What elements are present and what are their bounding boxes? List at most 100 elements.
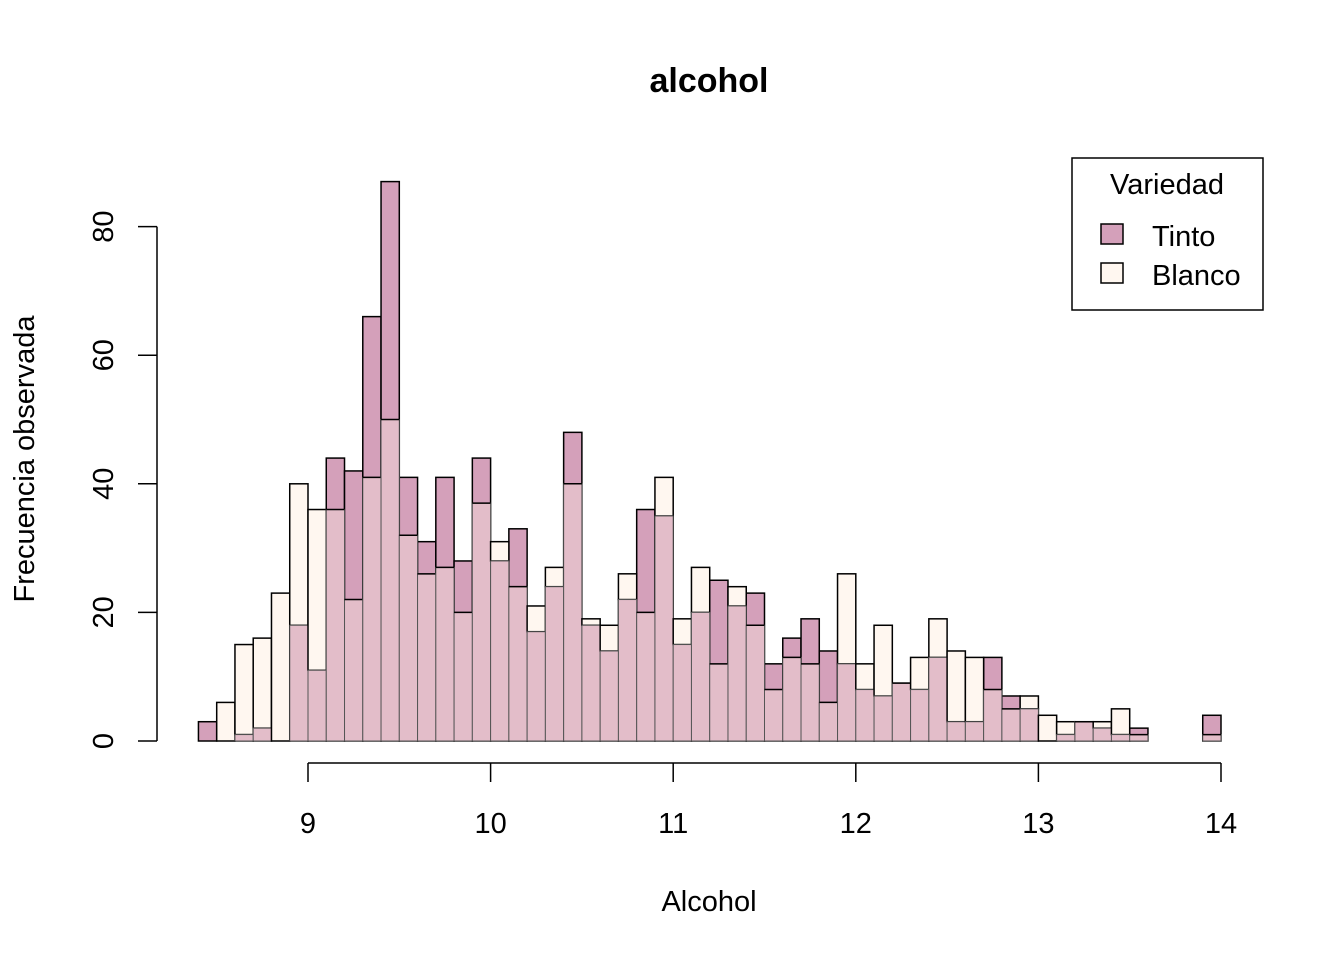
bar-blanco — [489, 540, 510, 562]
x-tick-label: 11 — [658, 808, 688, 840]
bar-overlap — [837, 663, 857, 742]
bar-overlap — [672, 644, 692, 742]
bar-blanco — [1110, 708, 1131, 736]
bar-overlap — [636, 611, 656, 742]
bar-blanco — [581, 618, 601, 627]
bar-blanco — [252, 637, 273, 729]
bar-overlap — [453, 611, 473, 742]
bar-blanco — [836, 573, 857, 665]
bar-blanco — [1055, 720, 1076, 736]
bar-blanco — [215, 701, 236, 742]
bar-blanco — [672, 618, 693, 646]
bar-overlap — [983, 689, 1003, 742]
bar-blanco — [599, 624, 620, 652]
legend-swatch-tinto — [1100, 223, 1124, 245]
x-tick-label: 13 — [1022, 808, 1054, 840]
bar-blanco — [617, 573, 638, 601]
bar-blanco — [1092, 720, 1113, 729]
bar-overlap — [289, 624, 309, 742]
bar-overlap — [471, 502, 492, 742]
bar-overlap — [398, 534, 419, 742]
legend-label-tinto: Tinto — [1152, 221, 1215, 253]
bar-overlap — [727, 605, 747, 742]
x-tick-label: 12 — [840, 808, 872, 840]
x-axis: 9 10 11 12 13 14 — [300, 762, 1237, 840]
x-tick-label: 14 — [1205, 808, 1237, 840]
bar-overlap — [782, 656, 802, 742]
bar-overlap — [435, 566, 455, 742]
bar-overlap — [1001, 708, 1021, 742]
bar-blanco — [964, 656, 985, 723]
bar-overlap — [873, 695, 893, 742]
bar-overlap — [234, 734, 254, 742]
bar-overlap — [544, 586, 565, 742]
bar-overlap — [581, 624, 601, 742]
bar-overlap — [1129, 734, 1149, 742]
bar-overlap — [1092, 727, 1112, 742]
bar-overlap — [490, 560, 510, 742]
y-axis-label: Frecuencia observada — [9, 315, 41, 603]
bar-blanco — [526, 605, 547, 633]
bar-blanco — [544, 566, 565, 588]
x-axis-label: Alcohol — [661, 886, 756, 918]
bar-overlap — [1202, 734, 1222, 742]
y-axis: 0 20 40 60 80 — [88, 210, 158, 749]
bar-overlap — [380, 419, 400, 742]
bar-blanco — [928, 618, 948, 659]
bar-overlap — [910, 689, 930, 742]
bar-blanco — [1037, 714, 1058, 742]
bar-overlap — [417, 573, 437, 742]
bar-blanco — [909, 656, 930, 691]
bar-overlap — [690, 611, 711, 742]
bar-blanco — [654, 476, 674, 517]
bar-blanco — [307, 508, 328, 672]
bar-blanco — [270, 592, 291, 742]
bar-blanco — [727, 585, 747, 607]
y-tick-label: 40 — [88, 468, 120, 500]
bar-blanco — [1019, 695, 1040, 710]
bar-blanco — [288, 483, 309, 627]
bar-overlap — [764, 689, 784, 742]
bar-overlap — [818, 701, 839, 742]
bar-overlap — [617, 599, 638, 742]
bar-tinto — [197, 720, 218, 742]
bar-blanco — [690, 566, 711, 614]
legend-title: Variedad — [1110, 169, 1224, 201]
bar-overlap — [855, 689, 875, 742]
bar-overlap — [344, 599, 364, 742]
y-tick-label: 60 — [88, 339, 120, 371]
bar-blanco — [234, 643, 254, 736]
bar-overlap — [252, 727, 272, 742]
bar-blanco — [946, 650, 967, 723]
bars-layer — [197, 180, 1222, 742]
bar-overlap — [508, 586, 528, 742]
x-tick-label: 9 — [300, 808, 316, 840]
bar-overlap — [599, 650, 619, 742]
y-tick-label: 20 — [88, 596, 120, 628]
bar-overlap — [362, 476, 382, 742]
legend-label-blanco: Blanco — [1152, 260, 1241, 292]
bar-overlap — [891, 682, 912, 742]
y-tick-label: 0 — [88, 733, 120, 749]
bar-overlap — [654, 515, 674, 742]
bar-overlap — [325, 509, 346, 742]
legend: Variedad Tinto Blanco — [1071, 157, 1264, 311]
bar-overlap — [928, 656, 948, 742]
bar-overlap — [1019, 708, 1039, 742]
bar-overlap — [526, 631, 546, 742]
bar-overlap — [745, 624, 765, 742]
bar-overlap — [1110, 734, 1131, 742]
bar-blanco — [873, 624, 894, 697]
bar-overlap — [1074, 721, 1094, 742]
legend-swatch-blanco — [1100, 262, 1124, 284]
x-tick-label: 10 — [474, 808, 506, 840]
y-tick-label: 80 — [88, 210, 120, 242]
bar-overlap — [307, 669, 327, 742]
bar-overlap — [964, 721, 985, 742]
bar-blanco — [855, 663, 875, 691]
bar-overlap — [946, 721, 966, 742]
bar-overlap — [709, 663, 729, 742]
bar-overlap — [563, 483, 583, 742]
bar-overlap — [800, 663, 820, 742]
